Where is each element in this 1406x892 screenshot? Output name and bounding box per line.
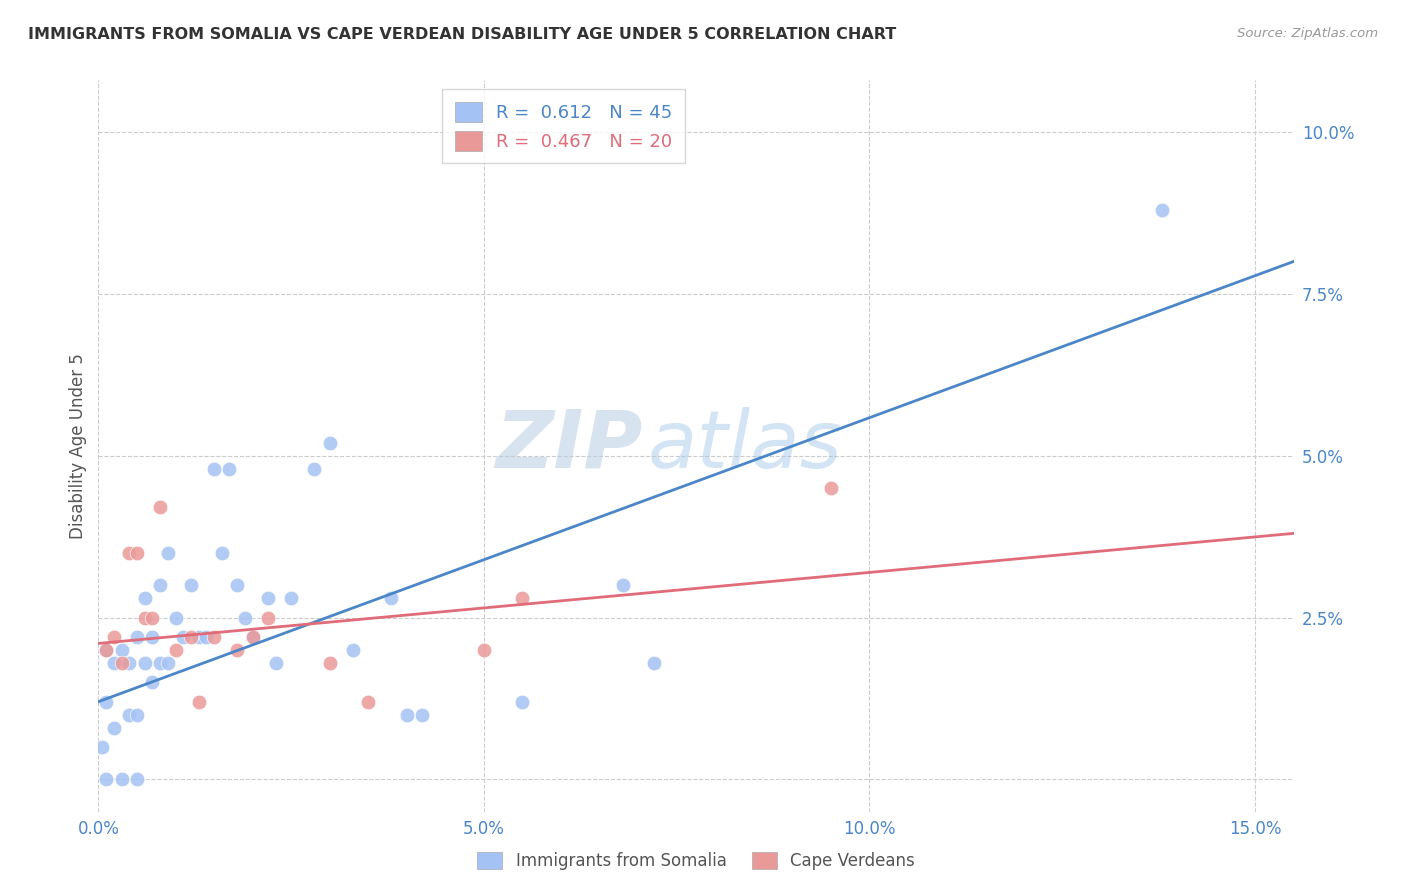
Point (380, 591, 402, 606)
Point (820, 481, 842, 495)
Point (91, 739, 114, 754)
Point (134, 610, 156, 624)
Point (395, 707, 418, 722)
Point (233, 610, 256, 624)
Point (165, 610, 187, 624)
Point (110, 656, 132, 670)
Point (165, 643, 187, 657)
Point (149, 578, 172, 592)
Point (125, 707, 148, 722)
Point (202, 630, 225, 644)
Text: ZIP: ZIP (495, 407, 643, 485)
Point (156, 656, 179, 670)
Point (94, 772, 117, 787)
Point (118, 656, 141, 670)
Point (103, 656, 125, 670)
Point (195, 630, 218, 644)
Point (180, 578, 202, 592)
Point (218, 461, 240, 475)
Point (211, 546, 233, 560)
Point (1152, 202, 1174, 217)
Point (94, 695, 117, 709)
Point (304, 461, 326, 475)
Point (612, 578, 634, 592)
Point (94, 643, 117, 657)
Point (125, 546, 148, 560)
Point (257, 591, 280, 606)
Point (257, 610, 280, 624)
Point (411, 707, 433, 722)
Point (226, 643, 249, 657)
Point (125, 772, 148, 787)
Point (512, 591, 534, 606)
Point (141, 630, 163, 644)
Point (643, 656, 665, 670)
Point (118, 707, 141, 722)
Point (149, 656, 172, 670)
Legend: Immigrants from Somalia, Cape Verdeans: Immigrants from Somalia, Cape Verdeans (471, 845, 921, 877)
Point (94, 643, 117, 657)
Point (357, 695, 380, 709)
Point (125, 630, 148, 644)
Point (280, 591, 302, 606)
Point (187, 695, 209, 709)
Point (134, 656, 156, 670)
Point (149, 500, 172, 515)
Point (103, 721, 125, 735)
Point (110, 772, 132, 787)
Point (319, 656, 342, 670)
Point (141, 675, 163, 690)
Point (264, 656, 287, 670)
Point (202, 461, 225, 475)
Text: Source: ZipAtlas.com: Source: ZipAtlas.com (1237, 27, 1378, 40)
Y-axis label: Disability Age Under 5: Disability Age Under 5 (69, 353, 87, 539)
Point (187, 630, 209, 644)
Point (156, 546, 179, 560)
Text: IMMIGRANTS FROM SOMALIA VS CAPE VERDEAN DISABILITY AGE UNDER 5 CORRELATION CHART: IMMIGRANTS FROM SOMALIA VS CAPE VERDEAN … (28, 27, 897, 42)
Point (342, 643, 364, 657)
Point (172, 630, 194, 644)
Point (110, 643, 132, 657)
Point (226, 578, 249, 592)
Point (472, 643, 495, 657)
Point (319, 435, 342, 450)
Point (512, 695, 534, 709)
Point (180, 630, 202, 644)
Point (242, 630, 264, 644)
Point (118, 546, 141, 560)
Point (141, 610, 163, 624)
Point (242, 630, 264, 644)
Point (103, 630, 125, 644)
Point (134, 591, 156, 606)
Text: atlas: atlas (648, 407, 844, 485)
